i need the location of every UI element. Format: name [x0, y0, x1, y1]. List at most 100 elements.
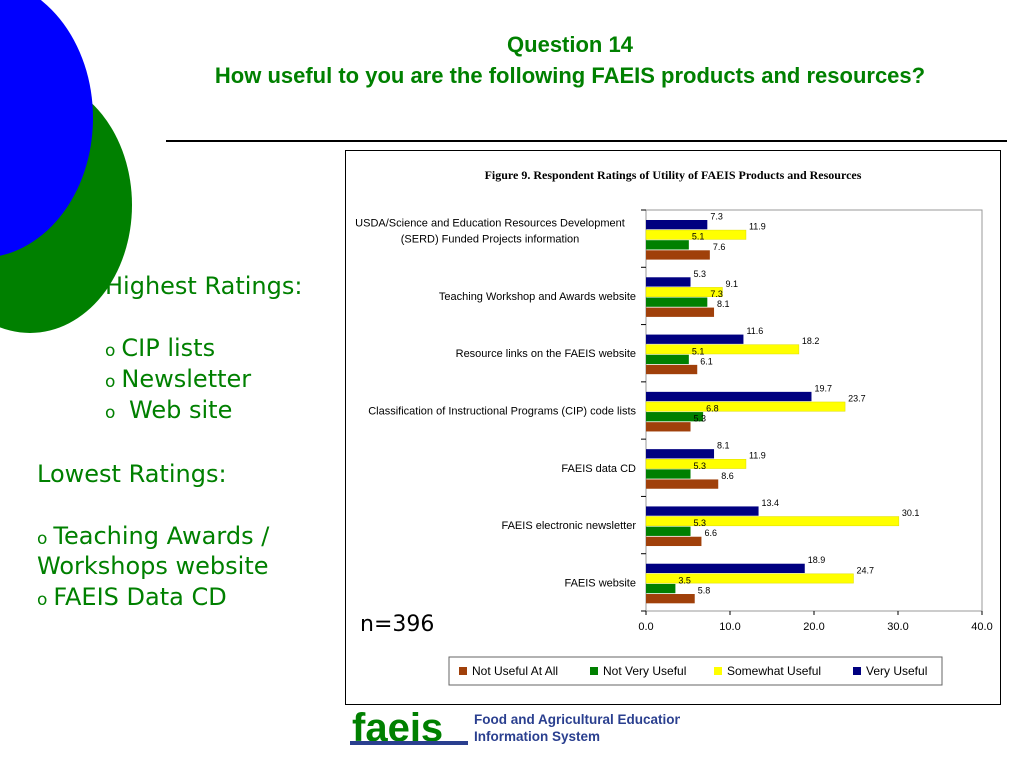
bar [646, 526, 691, 536]
x-tick-label: 40.0 [971, 621, 992, 633]
data-label: 6.8 [706, 404, 719, 414]
data-label: 23.7 [848, 393, 866, 403]
category-label: FAEIS data CD [561, 463, 636, 475]
data-label: 6.6 [704, 528, 717, 538]
data-label: 5.3 [694, 461, 707, 471]
logo-line-1: Food and Agricultural Education [474, 712, 680, 727]
category-label: FAEIS electronic newsletter [501, 520, 636, 532]
data-label: 6.1 [700, 356, 713, 366]
bar [646, 354, 689, 365]
bar [646, 583, 676, 594]
data-label: 8.6 [721, 471, 734, 481]
lowest-item-label: Teaching Awards / [53, 522, 270, 550]
bar [646, 506, 759, 516]
question-text: How useful to you are the following FAEI… [214, 63, 926, 88]
bar [646, 479, 719, 489]
legend-swatch [714, 667, 722, 675]
bar [645, 573, 854, 584]
data-label: 5.3 [694, 414, 707, 424]
bar [646, 422, 691, 432]
data-label: 18.9 [808, 555, 826, 565]
data-label: 7.6 [713, 242, 726, 252]
data-label: 24.7 [856, 565, 874, 575]
highest-item-label: Web site [121, 396, 233, 424]
logo-line-2: Information System [474, 729, 600, 744]
chart-title: Figure 9. Respondent Ratings of Utility … [485, 168, 862, 182]
bar [646, 277, 691, 287]
lowest-ratings-heading: Lowest Ratings: [37, 460, 227, 488]
bar [646, 297, 708, 307]
highest-ratings-heading: Highest Ratings: [105, 272, 303, 300]
data-label: 11.9 [749, 451, 766, 461]
bullet-icon: o [105, 341, 116, 361]
legend-label: Very Useful [866, 664, 927, 678]
data-label: 9.1 [725, 279, 738, 289]
data-label: 3.5 [678, 575, 691, 585]
logo-underline [350, 741, 468, 745]
category-label: Teaching Workshop and Awards website [439, 291, 636, 303]
x-tick-label: 10.0 [719, 621, 740, 633]
bar [646, 449, 715, 459]
bar [646, 391, 812, 402]
bar [646, 220, 708, 230]
legend-swatch [853, 667, 861, 675]
data-label: 19.7 [814, 383, 832, 393]
faeis-logo: faeis Food and Agricultural Education In… [350, 708, 680, 750]
data-label: 5.1 [692, 232, 705, 242]
data-label: 7.3 [710, 289, 723, 299]
data-label: 5.3 [694, 518, 707, 528]
bar [646, 364, 698, 375]
data-label: 5.8 [698, 586, 711, 596]
category-label: USDA/Science and Education Resources Dev… [355, 218, 625, 230]
category-label: Classification of Instructional Programs… [368, 406, 636, 418]
highest-item-label: CIP lists [121, 334, 216, 362]
bar [645, 516, 900, 527]
bar [646, 412, 704, 422]
sample-size-label: n=396 [360, 612, 435, 637]
bar [645, 344, 800, 355]
data-label: 5.3 [694, 269, 707, 279]
category-label: (SERD) Funded Projects information [401, 234, 580, 246]
category-label: FAEIS website [564, 577, 636, 589]
highest-item: o CIP lists [105, 333, 215, 367]
lowest-item-label: FAEIS Data CD [53, 583, 227, 611]
decorative-circles [0, 0, 132, 333]
bar [646, 469, 691, 479]
legend-swatch [459, 667, 467, 675]
blue-circle [0, 0, 93, 256]
bar [645, 458, 747, 469]
data-label: 7.3 [710, 212, 723, 222]
bullet-icon: o [37, 529, 48, 549]
legend-label: Not Very Useful [603, 664, 686, 678]
question-number: Question 14 [507, 32, 633, 57]
data-label: 13.4 [762, 498, 780, 508]
bullet-icon: o [105, 372, 116, 392]
bar-chart: Figure 9. Respondent Ratings of Utility … [355, 168, 993, 686]
bar [645, 401, 846, 412]
category-label: Resource links on the FAEIS website [456, 348, 636, 360]
bullet-icon: o [37, 590, 48, 610]
bar [646, 334, 744, 344]
title-divider [166, 140, 1007, 142]
x-tick-label: 30.0 [887, 621, 908, 633]
legend-swatch [590, 667, 598, 675]
data-label: 30.1 [902, 508, 920, 518]
highest-item-label: Newsletter [121, 365, 252, 393]
data-label: 5.1 [692, 346, 705, 356]
data-label: 8.1 [717, 441, 730, 451]
lowest-item-continued: Workshops website [37, 552, 269, 580]
bar [646, 240, 689, 250]
bar [646, 250, 710, 260]
data-label: 18.2 [802, 336, 820, 346]
bullet-icon: o [105, 403, 116, 423]
bar [646, 307, 715, 317]
lowest-item: o FAEIS Data CD [37, 582, 227, 616]
data-label: 11.9 [749, 222, 766, 232]
legend-label: Not Useful At All [472, 664, 558, 678]
bar [646, 563, 805, 574]
bar [646, 536, 702, 547]
legend-label: Somewhat Useful [727, 664, 821, 678]
x-tick-label: 20.0 [803, 621, 824, 633]
x-tick-label: 0.0 [638, 621, 653, 633]
bar [645, 229, 747, 240]
